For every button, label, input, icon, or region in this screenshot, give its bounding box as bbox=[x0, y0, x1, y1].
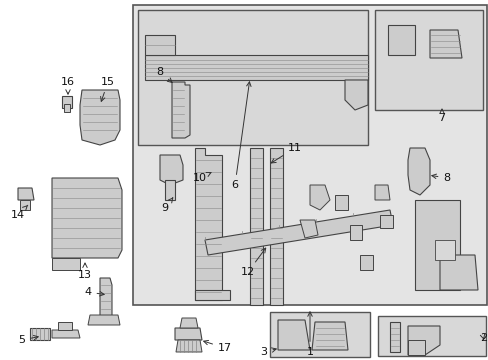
Polygon shape bbox=[20, 200, 30, 210]
Polygon shape bbox=[58, 322, 72, 330]
Polygon shape bbox=[176, 340, 202, 352]
Bar bbox=[374, 10, 482, 110]
Text: 2: 2 bbox=[479, 333, 486, 343]
Polygon shape bbox=[349, 225, 361, 240]
Polygon shape bbox=[387, 25, 414, 55]
Polygon shape bbox=[309, 185, 329, 210]
Text: 5: 5 bbox=[19, 335, 38, 345]
Polygon shape bbox=[299, 220, 317, 238]
Polygon shape bbox=[195, 290, 229, 300]
Polygon shape bbox=[18, 188, 34, 200]
Polygon shape bbox=[359, 255, 372, 270]
Text: 8: 8 bbox=[431, 173, 449, 183]
Polygon shape bbox=[379, 215, 392, 228]
Polygon shape bbox=[164, 180, 175, 200]
Polygon shape bbox=[429, 30, 461, 58]
Polygon shape bbox=[172, 82, 190, 138]
Text: 12: 12 bbox=[241, 248, 265, 277]
Polygon shape bbox=[180, 318, 198, 328]
Polygon shape bbox=[88, 315, 120, 325]
Polygon shape bbox=[30, 328, 50, 340]
Polygon shape bbox=[195, 148, 222, 300]
Polygon shape bbox=[334, 195, 347, 210]
Text: 10: 10 bbox=[193, 172, 211, 183]
Polygon shape bbox=[160, 155, 183, 185]
Polygon shape bbox=[52, 258, 80, 270]
Polygon shape bbox=[100, 278, 112, 320]
Polygon shape bbox=[175, 328, 202, 340]
Bar bbox=[133, 5, 486, 305]
Text: 4: 4 bbox=[84, 287, 104, 297]
Text: 1: 1 bbox=[306, 312, 313, 357]
Polygon shape bbox=[407, 340, 424, 355]
Text: 6: 6 bbox=[231, 82, 250, 190]
Text: 9: 9 bbox=[161, 198, 172, 213]
Bar bbox=[138, 10, 367, 145]
Polygon shape bbox=[414, 200, 459, 290]
Text: 14: 14 bbox=[11, 205, 28, 220]
Polygon shape bbox=[439, 255, 477, 290]
Polygon shape bbox=[407, 326, 439, 355]
Polygon shape bbox=[345, 80, 367, 110]
Polygon shape bbox=[204, 210, 392, 255]
Text: 3: 3 bbox=[260, 347, 276, 357]
Polygon shape bbox=[64, 104, 70, 112]
Text: 8: 8 bbox=[156, 67, 172, 82]
Polygon shape bbox=[407, 148, 429, 195]
Text: 7: 7 bbox=[438, 109, 445, 123]
Polygon shape bbox=[52, 178, 122, 258]
Polygon shape bbox=[269, 148, 283, 305]
Text: 11: 11 bbox=[271, 143, 302, 163]
Text: 16: 16 bbox=[61, 77, 75, 94]
Polygon shape bbox=[249, 148, 263, 305]
Polygon shape bbox=[278, 320, 309, 350]
Polygon shape bbox=[52, 330, 80, 338]
Polygon shape bbox=[80, 90, 120, 145]
Polygon shape bbox=[434, 240, 454, 260]
Text: 13: 13 bbox=[78, 263, 92, 280]
Bar bbox=[269, 312, 369, 357]
Text: 15: 15 bbox=[101, 77, 115, 102]
Polygon shape bbox=[145, 55, 367, 80]
Text: 17: 17 bbox=[203, 341, 232, 353]
Bar bbox=[377, 316, 485, 356]
Polygon shape bbox=[389, 322, 399, 352]
Polygon shape bbox=[374, 185, 389, 200]
Polygon shape bbox=[145, 35, 175, 55]
Polygon shape bbox=[311, 322, 347, 350]
Polygon shape bbox=[62, 96, 72, 108]
